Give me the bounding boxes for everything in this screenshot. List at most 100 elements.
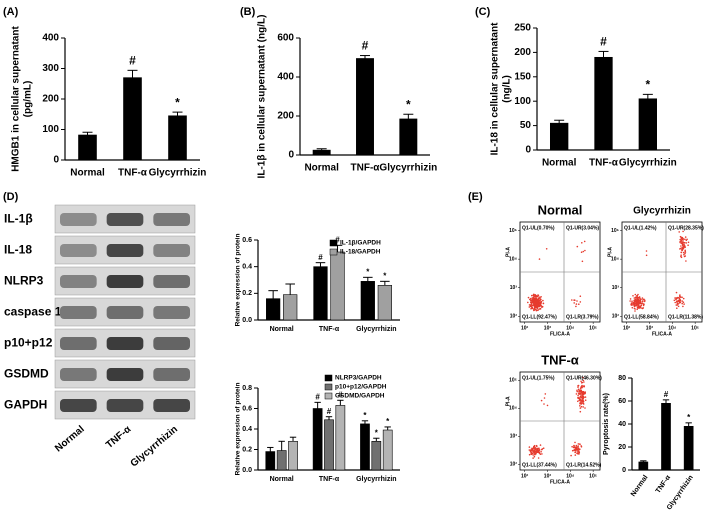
- flow-event: [682, 230, 684, 233]
- flow-event: [682, 240, 684, 242]
- flow-event: [681, 241, 683, 243]
- y-tick-label: 10²: [510, 314, 518, 320]
- bar: [661, 402, 671, 471]
- flow-event: [634, 293, 637, 296]
- flow-event: [577, 386, 579, 388]
- x-tick-label: Normal: [542, 158, 577, 169]
- flow-event: [680, 251, 683, 254]
- y-axis-label: (pg/mL): [23, 81, 34, 118]
- y-tick-label: 80: [618, 375, 626, 382]
- flow-event: [642, 307, 645, 309]
- flow-event: [582, 385, 585, 387]
- flow-event: [538, 450, 540, 452]
- y-axis-label: IL-18 in cellular supernatant: [490, 22, 501, 155]
- y-tick-label: 10⁴: [509, 406, 518, 412]
- bar: [330, 251, 345, 321]
- flow-event: [575, 305, 577, 308]
- flow-event: [633, 297, 636, 299]
- flow-event: [681, 238, 684, 241]
- flow-event: [532, 454, 534, 456]
- significance-mark: *: [386, 417, 390, 426]
- quadrant-label: Q1-LR(3.79%): [566, 314, 599, 320]
- flow-event: [573, 446, 575, 449]
- flow-event: [575, 450, 577, 452]
- flow-event: [577, 397, 579, 399]
- x-tick-label: TNF-α: [351, 163, 381, 174]
- blot-band: [106, 244, 144, 257]
- y-tick-label: 0: [288, 150, 294, 161]
- y-axis-label: (ng/L): [502, 75, 513, 103]
- x-tick-label: Glycyrrhizin: [356, 476, 396, 483]
- flow-event: [582, 376, 584, 379]
- x-tick-label: 10⁵: [691, 325, 700, 331]
- flow-event: [638, 296, 641, 298]
- y-tick-label: 10²: [612, 314, 620, 320]
- significance-mark: *: [406, 97, 411, 111]
- flow-event: [579, 301, 582, 303]
- blot-band: [60, 275, 97, 288]
- blot-band: [106, 213, 144, 226]
- y-tick-label: 10²: [510, 462, 518, 468]
- significance-mark: *: [175, 95, 180, 109]
- flow-event: [680, 254, 682, 256]
- y-tick-label: 0.6: [242, 405, 252, 412]
- quadrant-label: Q1-LL(58.84%): [624, 314, 659, 320]
- quadrant-label: Q1-UL(1.42%): [624, 225, 657, 231]
- flow-event: [576, 390, 578, 393]
- flow-event: [683, 303, 685, 305]
- flow-event: [579, 407, 582, 409]
- significance-mark: #: [335, 235, 340, 244]
- y-tick-label: 50: [520, 120, 532, 131]
- flow-event: [528, 306, 531, 308]
- blot-band: [60, 337, 97, 350]
- x-tick-label: 10⁵: [589, 473, 598, 479]
- flow-event: [580, 392, 582, 394]
- x-tick-label: 10³: [646, 325, 654, 331]
- flow-event: [536, 307, 539, 310]
- bar: [377, 285, 392, 321]
- flow-event: [580, 386, 583, 389]
- flow-event: [579, 396, 581, 398]
- flow-event: [573, 444, 575, 447]
- flow-event: [579, 410, 582, 413]
- flow-event: [580, 400, 582, 403]
- x-tick-label: TNF-α: [655, 474, 673, 495]
- y-axis-label: HMGB1 in cellular supernatant: [11, 26, 22, 172]
- flow-event: [685, 239, 688, 242]
- flow-event: [532, 300, 534, 302]
- x-tick-label: 10⁵: [589, 325, 598, 331]
- panel-label: (B): [240, 6, 256, 18]
- flow-event: [685, 260, 687, 262]
- blot-band: [153, 244, 190, 257]
- flow-event: [538, 447, 540, 450]
- flow-event: [680, 256, 683, 259]
- y-tick-label: 400: [277, 72, 294, 83]
- significance-mark: #: [315, 392, 320, 401]
- flow-event: [534, 299, 537, 302]
- flow-event: [540, 301, 542, 304]
- y-tick-label: 100: [514, 96, 531, 107]
- x-tick-label: 10⁴: [668, 325, 677, 331]
- legend-swatch: [329, 239, 338, 247]
- quadrant-label: Q1-LL(92.47%): [522, 314, 557, 320]
- flow-event: [681, 296, 683, 299]
- quadrant-label: Q1-LR(11.38%): [668, 314, 703, 320]
- flow-event: [683, 253, 685, 256]
- quadrant-label: Q1-LL(37.44%): [522, 462, 557, 468]
- significance-mark: *: [363, 411, 367, 420]
- y-tick-label: 10³: [510, 285, 518, 291]
- x-tick-label: TNF-α: [319, 326, 340, 333]
- flow-event: [636, 306, 639, 309]
- flow-event: [680, 242, 683, 245]
- bar: [266, 298, 281, 321]
- flow-event: [639, 301, 642, 303]
- flow-event: [634, 296, 637, 299]
- blot-band: [153, 368, 190, 381]
- blot-band: [153, 306, 190, 319]
- x-tick-label: Glycyrrhizin: [356, 326, 396, 333]
- flow-event: [542, 299, 544, 302]
- flow-event: [531, 307, 534, 309]
- flow-event: [636, 298, 639, 301]
- significance-mark: #: [327, 407, 332, 416]
